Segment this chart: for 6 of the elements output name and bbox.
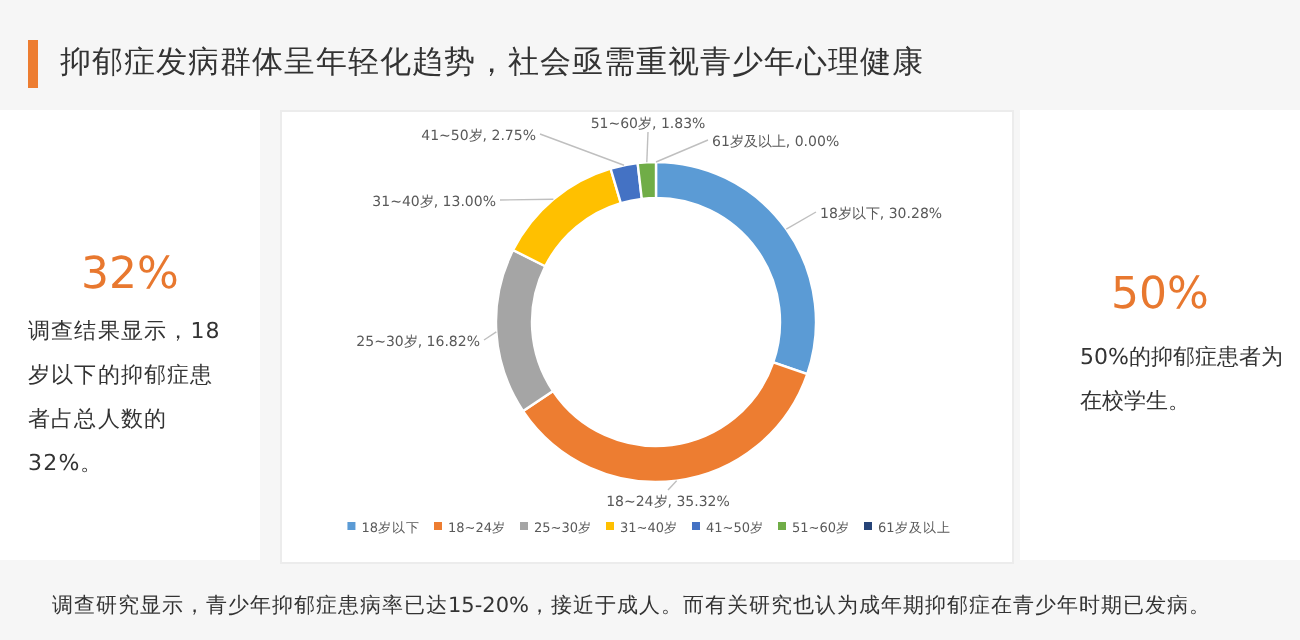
text: 50% [1109, 270, 1211, 320]
text: 50%的抑郁症患者为在校学生。 [1080, 342, 1285, 418]
text: 32% [79, 250, 181, 300]
text: 调查结果显示，18岁以下的抑郁症患者占总人数的32%。 [28, 316, 223, 480]
chart-title: 抑郁症发病群体呈年轻化趋势，社会亟需重视青少年心理健康 [60, 42, 924, 84]
text: 调查研究显示，青少年抑郁症患病率已达15-20%，接近于成人。而有关研究也认为成年期抑郁症在青少年时期已发病。 [52, 592, 1211, 620]
